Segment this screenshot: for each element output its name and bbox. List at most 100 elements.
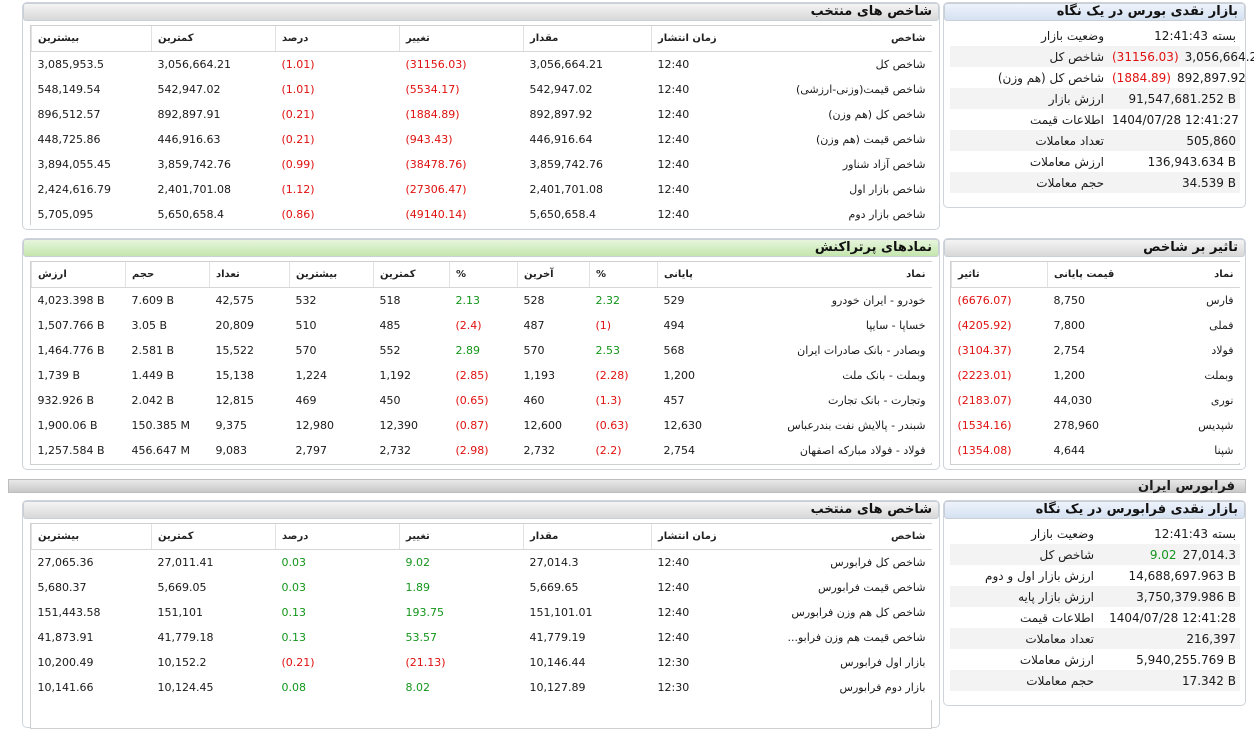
column-header[interactable]: نماد: [733, 262, 932, 288]
table-row[interactable]: فملی 7,800 (4205.92): [952, 313, 1240, 338]
column-header[interactable]: بیشترین: [289, 262, 374, 288]
row-value-cell: 10,200.49: [37, 656, 94, 669]
table-row[interactable]: نوری 44,030 (2183.07): [952, 388, 1240, 413]
row-name-cell[interactable]: شاخص کل (هم وزن): [828, 108, 926, 121]
row-name-cell[interactable]: شاخص قیمت (هم وزن): [816, 133, 926, 146]
column-header[interactable]: پایانی: [657, 262, 734, 288]
column-header[interactable]: بیشترین: [31, 26, 152, 52]
row-name-cell[interactable]: شپدیس: [1198, 419, 1234, 432]
row-value-cell: 1,507.766 B: [37, 319, 105, 332]
column-header[interactable]: ارزش: [31, 262, 126, 288]
row-value-cell: 518: [379, 294, 401, 307]
row-name-cell[interactable]: وبصادر - بانک صادرات ایران: [797, 344, 926, 357]
row-name-cell[interactable]: شپنا: [1214, 444, 1234, 457]
column-header[interactable]: تغییر: [399, 524, 524, 550]
row-name-cell[interactable]: فارس: [1206, 294, 1234, 307]
column-header[interactable]: تغییر: [399, 26, 524, 52]
row-name-cell[interactable]: خساپا - سایپا: [865, 319, 926, 332]
row-name-cell[interactable]: فملی: [1209, 319, 1234, 332]
table-row[interactable]: شاخص کل هم وزن فرابورس 12:40 151,101.01 193…: [32, 600, 932, 625]
column-header[interactable]: آخرین: [517, 262, 590, 288]
table-row[interactable]: فولاد 2,754 (3104.37): [952, 338, 1240, 363]
glance-value: 892,897.92: [1177, 70, 1246, 85]
column-header[interactable]: بیشترین: [31, 524, 152, 550]
column-header[interactable]: زمان انتشار: [651, 524, 774, 550]
row-name-cell[interactable]: فولاد: [1211, 344, 1234, 357]
row-name-cell[interactable]: وبملت: [1204, 369, 1234, 382]
glance-row: شاخص کل (هم وزن) (1884.89) 892,897.92: [950, 67, 1246, 88]
column-header[interactable]: تعداد: [209, 262, 290, 288]
table-row[interactable]: شاخص قیمت هم وزن فرابو... 12:40 41,779.19 5…: [32, 625, 932, 650]
row-name-cell[interactable]: وبملت - بانک ملت: [842, 369, 926, 382]
table-row[interactable]: فولاد - فولاد مبارکه اصفهان 2,754 (2.2) 2,7…: [32, 438, 932, 463]
index-impact-table-frame: نماد قیمت پایانی تاثیر فارس 8,750 (6676.07) فم…: [950, 261, 1240, 465]
row-name-cell[interactable]: شاخص بازار اول: [849, 183, 926, 196]
row-value-cell: (31156.03): [405, 58, 467, 71]
column-header[interactable]: شاخص: [773, 26, 932, 52]
row-name-cell[interactable]: خودرو - ایران خودرو: [831, 294, 926, 307]
table-row[interactable]: شاخص قیمت فرابورس 12:40 5,669.65 1.89 0.03 5,…: [32, 575, 932, 600]
table-row[interactable]: شاخص بازار دوم 12:40 5,650,658.4 (49140.14)…: [32, 202, 932, 227]
column-header[interactable]: درصد: [275, 26, 400, 52]
row-value-cell: 529: [663, 294, 685, 307]
glance-row: تعداد معاملات 216,397: [950, 628, 1240, 649]
table-row[interactable]: فارس 8,750 (6676.07): [952, 288, 1240, 314]
glance-row: حجم معاملات 34.539 B: [950, 172, 1240, 193]
table-row[interactable]: شاخص کل 12:40 3,056,664.21 (31156.03) (1.01)…: [32, 52, 932, 78]
table-row[interactable]: بازار دوم فرابورس 12:30 10,127.89 8.02 0.08 1…: [32, 675, 932, 700]
glance-key: حجم معاملات: [950, 670, 1098, 691]
table-row[interactable]: وبملت - بانک ملت 1,200 (2.28) 1,193 (2.85) 1,…: [32, 363, 932, 388]
column-header[interactable]: مقدار: [523, 524, 652, 550]
table-row[interactable]: خودرو - ایران خودرو 529 2.32 528 2.13 518 532 4…: [32, 288, 932, 314]
column-header[interactable]: درصد: [275, 524, 400, 550]
row-value-cell: 278,960: [1053, 419, 1100, 432]
row-name-cell[interactable]: شاخص کل: [875, 58, 926, 71]
table-row[interactable]: شبندر - پالایش نفت بندرعباس 12,630 (0.63) 1…: [32, 413, 932, 438]
table-row[interactable]: شپدیس 278,960 (1534.16): [952, 413, 1240, 438]
row-name-cell[interactable]: بازار اول فرابورس: [840, 656, 926, 669]
column-header[interactable]: تاثیر: [951, 262, 1048, 288]
table-row[interactable]: وبملت 1,200 (2223.01): [952, 363, 1240, 388]
row-value-cell: (1.01): [281, 83, 315, 96]
column-header[interactable]: کمترین: [151, 26, 276, 52]
row-name-cell[interactable]: شاخص کل فرابورس: [830, 556, 926, 569]
column-header[interactable]: مقدار: [523, 26, 652, 52]
most-traded-panel: نمادهای پرتراکنش نماد پایانی% آخرین% کمترین…: [22, 238, 940, 470]
column-header[interactable]: %: [589, 262, 658, 288]
table-row[interactable]: شاخص بازار اول 12:40 2,401,701.08 (27306.47…: [32, 177, 932, 202]
row-value-cell: 528: [523, 294, 545, 307]
column-header[interactable]: شاخص: [773, 524, 932, 550]
row-name-cell[interactable]: فولاد - فولاد مبارکه اصفهان: [799, 444, 926, 457]
table-row[interactable]: شاخص قیمت(وزنی-ارزشی) 12:40 542,947.02 (553…: [32, 77, 932, 102]
column-header[interactable]: %: [449, 262, 518, 288]
row-value-cell: 1,192: [379, 369, 412, 382]
column-header[interactable]: حجم: [125, 262, 210, 288]
row-name-cell[interactable]: شاخص قیمت هم وزن فرابو...: [787, 631, 926, 644]
row-name-cell[interactable]: شبندر - پالایش نفت بندرعباس: [787, 419, 926, 432]
column-header[interactable]: نماد: [1143, 262, 1240, 288]
row-name-cell[interactable]: شاخص قیمت(وزنی-ارزشی): [795, 83, 926, 96]
row-name-cell[interactable]: شاخص قیمت فرابورس: [818, 581, 926, 594]
column-header[interactable]: کمترین: [373, 262, 450, 288]
glance-row: ارزش معاملات 136,943.634 B: [950, 151, 1240, 172]
table-row[interactable]: شپنا 4,644 (1354.08): [952, 438, 1240, 463]
column-header[interactable]: کمترین: [151, 524, 276, 550]
table-row[interactable]: وبصادر - بانک صادرات ایران 568 2.53 570 2.89…: [32, 338, 932, 363]
row-name-cell[interactable]: نوری: [1210, 394, 1234, 407]
table-row[interactable]: خساپا - سایپا 494 (1) 487 (2.4) 485 510 20,809 3…: [32, 313, 932, 338]
column-header[interactable]: زمان انتشار: [651, 26, 774, 52]
row-name-cell[interactable]: شاخص آزاد شناور: [842, 158, 926, 171]
row-name-cell[interactable]: شاخص کل هم وزن فرابورس: [791, 606, 926, 619]
row-name-cell[interactable]: بازار دوم فرابورس: [839, 681, 926, 694]
table-row[interactable]: شاخص کل (هم وزن) 12:40 892,897.92 (1884.89)…: [32, 102, 932, 127]
row-name-cell[interactable]: وتجارت - بانک تجارت: [828, 394, 926, 407]
table-row[interactable]: بازار اول فرابورس 12:30 10,146.44 (21.13) (0…: [32, 650, 932, 675]
row-value-cell: 10,152.2: [157, 656, 207, 669]
table-row[interactable]: وتجارت - بانک تجارت 457 (1.3) 460 (0.65) 450 4…: [32, 388, 932, 413]
glance-key: ارزش بازار پایه: [950, 586, 1098, 607]
table-row[interactable]: شاخص آزاد شناور 12:40 3,859,742.76 (38478.7…: [32, 152, 932, 177]
table-row[interactable]: شاخص کل فرابورس 12:40 27,014.3 9.02 0.03 27,0…: [32, 550, 932, 576]
table-row[interactable]: شاخص قیمت (هم وزن) 12:40 446,916.64 (943.43…: [32, 127, 932, 152]
column-header[interactable]: قیمت پایانی: [1047, 262, 1144, 288]
row-name-cell[interactable]: شاخص بازار دوم: [848, 208, 926, 221]
